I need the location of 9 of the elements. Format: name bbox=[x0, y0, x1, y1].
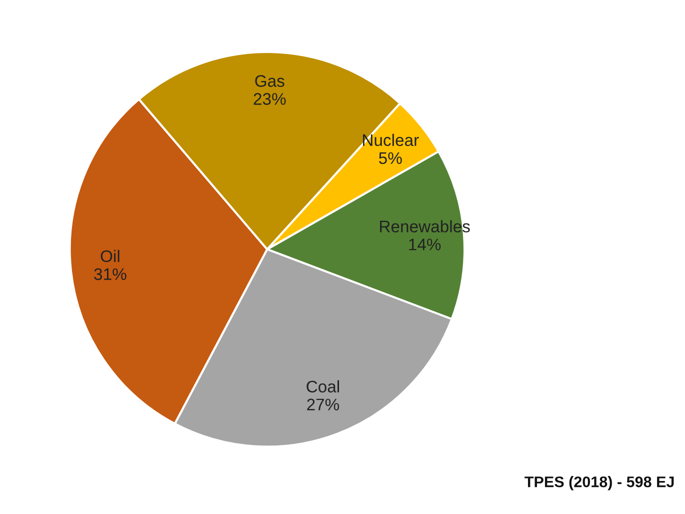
data-label: 31% bbox=[94, 268, 126, 280]
slice-label: Oil bbox=[100, 250, 120, 262]
text: TPES (2018) - 598 EJ bbox=[524, 476, 674, 490]
slice-label: Coal bbox=[306, 380, 339, 392]
data-label: 5% bbox=[379, 152, 402, 164]
slice-label: Gas bbox=[255, 75, 284, 87]
data-label: 27% bbox=[307, 398, 340, 410]
data-label: 23% bbox=[254, 93, 286, 105]
data-label: 14% bbox=[409, 238, 441, 250]
